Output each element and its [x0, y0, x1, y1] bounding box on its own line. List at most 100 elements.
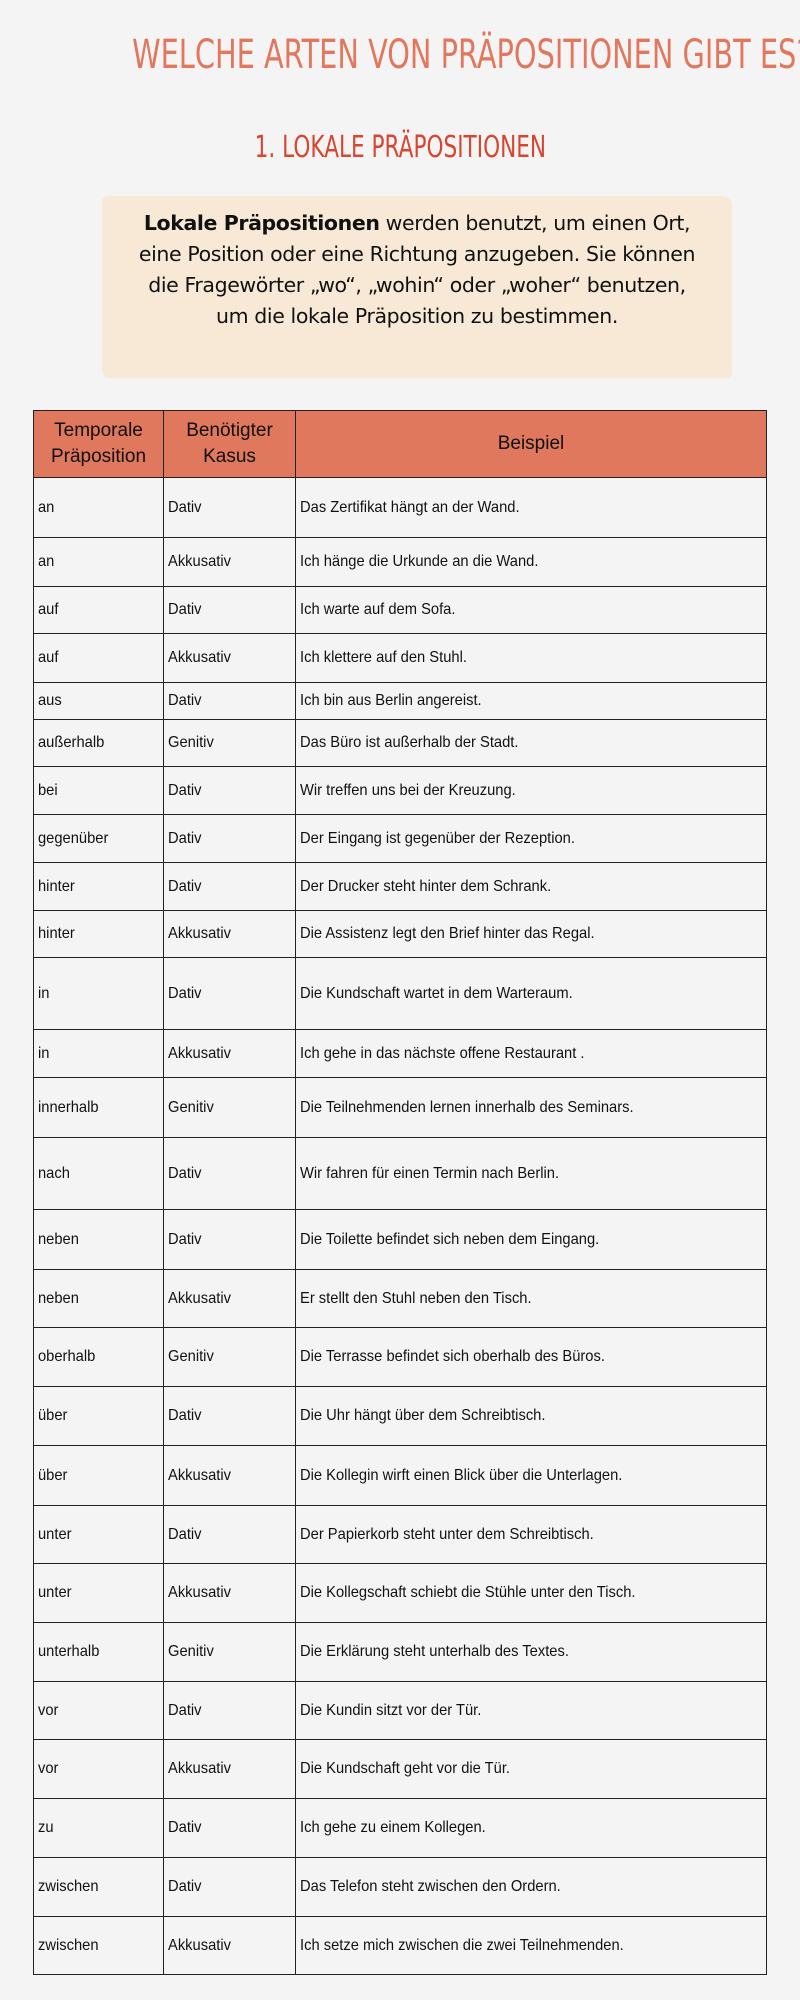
cell-case-text: Akkusativ [168, 1936, 231, 1954]
cell-example: Das Büro ist außerhalb der Stadt. [295, 719, 767, 767]
cell-example-text: Das Zertifikat hängt an der Wand. [300, 498, 520, 516]
cell-preposition-text: neben [38, 1230, 79, 1248]
cell-case-text: Dativ [168, 498, 202, 516]
cell-case: Dativ [163, 1857, 296, 1917]
cell-case: Dativ [163, 1386, 296, 1446]
table-row: nach Dativ Wir fahren für einen Termin nac… [33, 1137, 767, 1210]
cell-example-text: Die Uhr hängt über dem Schreibtisch. [300, 1407, 546, 1424]
cell-example: Die Kundin sitzt vor der Tür. [295, 1681, 767, 1740]
cell-preposition-text: in [38, 1044, 50, 1062]
cell-case: Genitiv [163, 719, 296, 767]
cell-preposition: auf [33, 586, 164, 634]
table-row: unter Dativ Der Papierkorb steht unter dem… [33, 1505, 767, 1564]
cell-case: Dativ [163, 766, 296, 815]
cell-preposition-text: über [38, 1466, 68, 1484]
cell-case-text: Dativ [168, 781, 202, 799]
table-row: auf Dativ Ich warte auf dem Sofa. [33, 586, 767, 634]
table-row: zwischen Dativ Das Telefon steht zwischen … [33, 1857, 767, 1917]
table-row: zu Dativ Ich gehe zu einem Kollegen. [33, 1798, 767, 1858]
cell-example-text: Die Kundin sitzt vor der Tür. [300, 1701, 482, 1719]
cell-preposition: innerhalb [33, 1077, 164, 1138]
cell-example-text: Der Drucker steht hinter dem Schrank. [300, 877, 552, 895]
header-case: Benötigter Kasus [163, 410, 296, 478]
cell-case: Dativ [163, 1209, 296, 1270]
cell-example: Die Erklärung steht unterhalb des Textes… [295, 1622, 767, 1682]
cell-preposition: vor [33, 1739, 164, 1799]
cell-example-text: Die Assistenz legt den Brief hinter das … [300, 925, 595, 942]
cell-preposition-text: zu [38, 1819, 54, 1836]
cell-case: Akkusativ [163, 633, 296, 683]
cell-case-text: Dativ [168, 1525, 202, 1543]
cell-case-text: Genitiv [168, 1643, 214, 1660]
cell-preposition-text: nach [38, 1164, 70, 1182]
cell-preposition: über [33, 1386, 164, 1446]
cell-case: Akkusativ [163, 1916, 296, 1975]
cell-case-text: Dativ [168, 1878, 202, 1895]
cell-case-text: Dativ [168, 1819, 202, 1836]
cell-example: Ich setze mich zwischen die zwei Teilneh… [295, 1916, 767, 1975]
cell-example: Ich gehe zu einem Kollegen. [295, 1798, 767, 1858]
cell-case-text: Akkusativ [168, 1584, 231, 1601]
cell-example-text: Die Kollegin wirft einen Blick über die … [300, 1466, 623, 1484]
cell-example: Die Toilette befindet sich neben dem Ein… [295, 1209, 767, 1270]
header-preposition: Temporale Präposition [33, 410, 164, 478]
table-row: neben Dativ Die Toilette befindet sich neb… [33, 1209, 767, 1270]
cell-example: Ich gehe in das nächste offene Restauran… [295, 1029, 767, 1078]
cell-preposition: nach [33, 1137, 164, 1210]
cell-case-text: Dativ [168, 877, 202, 895]
cell-preposition: bei [33, 766, 164, 815]
cell-example-text: Ich setze mich zwischen die zwei Teilneh… [300, 1936, 624, 1954]
cell-example-text: Die Toilette befindet sich neben dem Ein… [300, 1230, 600, 1248]
cell-preposition-text: oberhalb [38, 1348, 96, 1365]
cell-preposition-text: vor [38, 1701, 59, 1719]
cell-example-text: Die Terrasse befindet sich oberhalb des … [300, 1348, 605, 1365]
cell-example: Der Papierkorb steht unter dem Schreibti… [295, 1505, 767, 1564]
cell-case-text: Dativ [168, 1230, 202, 1248]
cell-preposition-text: hinter [38, 877, 75, 895]
table-row: aus Dativ Ich bin aus Berlin angereist. [33, 682, 767, 720]
cell-example-text: Wir fahren für einen Termin nach Berlin. [300, 1164, 560, 1182]
cell-preposition-text: unter [38, 1525, 72, 1543]
cell-example-text: Er stellt den Stuhl neben den Tisch. [300, 1289, 532, 1307]
cell-example: Der Drucker steht hinter dem Schrank. [295, 862, 767, 911]
cell-preposition-text: innerhalb [38, 1098, 99, 1116]
cell-example: Die Teilnehmenden lernen innerhalb des S… [295, 1077, 767, 1138]
cell-preposition: in [33, 957, 164, 1030]
cell-case: Genitiv [163, 1077, 296, 1138]
cell-preposition-text: an [38, 553, 55, 570]
cell-case: Akkusativ [163, 1563, 296, 1623]
cell-example-text: Die Kundschaft wartet in dem Warteraum. [300, 984, 573, 1002]
cell-preposition: hinter [33, 910, 164, 958]
cell-case: Dativ [163, 477, 296, 538]
cell-example-text: Ich klettere auf den Stuhl. [300, 649, 467, 666]
cell-example-text: Die Kundschaft geht vor die Tür. [300, 1760, 511, 1777]
cell-example: Er stellt den Stuhl neben den Tisch. [295, 1269, 767, 1328]
cell-example-text: Ich warte auf dem Sofa. [300, 601, 456, 618]
cell-preposition-text: unter [38, 1584, 72, 1601]
cell-example-text: Die Teilnehmenden lernen innerhalb des S… [300, 1098, 634, 1116]
table-row: über Dativ Die Uhr hängt über dem Schreibt… [33, 1386, 767, 1446]
cell-preposition-text: zwischen [38, 1936, 99, 1954]
cell-case: Dativ [163, 814, 296, 863]
cell-case-text: Akkusativ [168, 1289, 231, 1307]
table-row: vor Akkusativ Die Kundschaft geht vor die … [33, 1739, 767, 1799]
cell-preposition: zwischen [33, 1916, 164, 1975]
cell-preposition: aus [33, 682, 164, 720]
cell-example: Die Kundschaft wartet in dem Warteraum. [295, 957, 767, 1030]
cell-example-text: Das Telefon steht zwischen den Ordern. [300, 1878, 561, 1895]
cell-example-text: Der Papierkorb steht unter dem Schreibti… [300, 1525, 594, 1543]
cell-preposition-text: hinter [38, 925, 75, 942]
cell-preposition: neben [33, 1209, 164, 1270]
table-row: hinter Akkusativ Die Assistenz legt den Br… [33, 910, 767, 958]
cell-case-text: Dativ [168, 692, 202, 709]
cell-example: Wir fahren für einen Termin nach Berlin. [295, 1137, 767, 1210]
intro-body: werden benutzt, um einen Ort, eine Posit… [138, 211, 696, 328]
cell-preposition-text: zwischen [38, 1878, 99, 1895]
cell-case: Dativ [163, 957, 296, 1030]
section-title: 1. LOKALE PRÄPOSITIONEN [0, 128, 800, 168]
cell-preposition: unter [33, 1563, 164, 1623]
cell-preposition: gegenüber [33, 814, 164, 863]
cell-preposition: vor [33, 1681, 164, 1740]
cell-case-text: Genitiv [168, 1348, 214, 1365]
page-title: WELCHE ARTEN VON PRÄPOSITIONEN GIBT ES? [0, 30, 800, 80]
